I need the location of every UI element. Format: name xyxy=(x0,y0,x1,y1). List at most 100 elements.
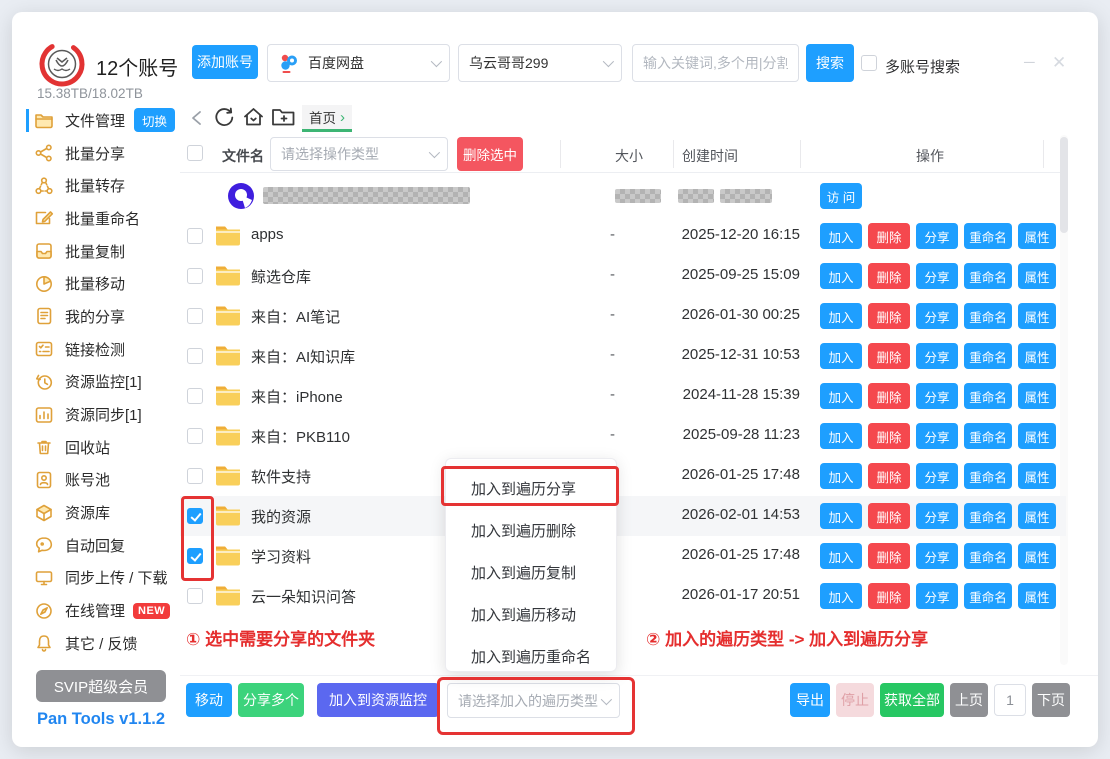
drive-select[interactable]: 百度网盘 xyxy=(267,44,450,82)
sidebar-item-link-check[interactable]: 链接检测 xyxy=(34,333,188,366)
visit-button[interactable]: 访 问 xyxy=(820,183,862,209)
props-button[interactable]: 属性 xyxy=(1018,463,1056,489)
share-button[interactable]: 分享 xyxy=(916,423,958,449)
rename-button[interactable]: 重命名 xyxy=(964,583,1012,609)
fetch-all-button[interactable]: 获取全部 xyxy=(880,683,944,717)
row-checkbox[interactable] xyxy=(187,268,203,284)
delete-button[interactable]: 删除 xyxy=(868,543,910,569)
search-input[interactable] xyxy=(632,44,799,82)
share-button[interactable]: 分享 xyxy=(916,303,958,329)
props-button[interactable]: 属性 xyxy=(1018,423,1056,449)
sidebar-item-file-manager[interactable]: 文件管理 切换 xyxy=(26,104,188,137)
delete-button[interactable]: 删除 xyxy=(868,383,910,409)
table-row[interactable]: 云一朵知识问答 - 2026-01-17 20:51 加入 删除 分享 重命名 … xyxy=(180,576,1066,616)
delete-button[interactable]: 删除 xyxy=(868,223,910,249)
sidebar-item-batch-copy[interactable]: 批量复制 xyxy=(34,235,188,268)
table-row[interactable]: 来自：PKB110 - 2025-09-28 11:23 加入 删除 分享 重命… xyxy=(180,416,1066,456)
sidebar-item-other-feedback[interactable]: 其它 / 反馈 xyxy=(34,627,188,660)
row-checkbox[interactable] xyxy=(187,468,203,484)
row-checkbox[interactable] xyxy=(187,388,203,404)
table-row[interactable]: 软件支持 - 2026-01-25 17:48 加入 删除 分享 重命名 属性 xyxy=(180,456,1066,496)
switch-badge[interactable]: 切换 xyxy=(134,108,176,133)
props-button[interactable]: 属性 xyxy=(1018,543,1056,569)
rename-button[interactable]: 重命名 xyxy=(964,383,1012,409)
delete-button[interactable]: 删除 xyxy=(868,263,910,289)
share-button[interactable]: 分享 xyxy=(916,463,958,489)
share-button[interactable]: 分享 xyxy=(916,543,958,569)
rename-button[interactable]: 重命名 xyxy=(964,503,1012,529)
add-account-button[interactable]: 添加账号 xyxy=(192,45,258,79)
menu-item-traverse-copy[interactable]: 加入到遍历复制 xyxy=(471,564,577,582)
sidebar-item-resource-library[interactable]: 资源库 xyxy=(34,496,188,529)
sidebar-item-online-manage[interactable]: 在线管理 NEW xyxy=(34,594,188,627)
minimize-icon[interactable]: ─ xyxy=(1024,54,1035,71)
sidebar-item-batch-share[interactable]: 批量分享 xyxy=(34,137,188,170)
share-button[interactable]: 分享 xyxy=(916,383,958,409)
sidebar-item-resource-sync[interactable]: 资源同步[1] xyxy=(34,398,188,431)
delete-selected-button[interactable]: 删除选中 xyxy=(457,137,523,171)
props-button[interactable]: 属性 xyxy=(1018,583,1056,609)
rename-button[interactable]: 重命名 xyxy=(964,343,1012,369)
delete-button[interactable]: 删除 xyxy=(868,343,910,369)
row-checkbox[interactable] xyxy=(187,508,203,524)
share-button[interactable]: 分享 xyxy=(916,343,958,369)
rename-button[interactable]: 重命名 xyxy=(964,543,1012,569)
join-button[interactable]: 加入 xyxy=(820,383,862,409)
share-button[interactable]: 分享 xyxy=(916,583,958,609)
rename-button[interactable]: 重命名 xyxy=(964,263,1012,289)
table-row[interactable]: 来自：AI笔记 - 2026-01-30 00:25 加入 删除 分享 重命名 … xyxy=(180,296,1066,336)
breadcrumb[interactable]: 首页 › xyxy=(302,105,352,132)
row-checkbox[interactable] xyxy=(187,428,203,444)
scrollbar-track[interactable] xyxy=(1060,135,1068,665)
menu-item-traverse-rename[interactable]: 加入到遍历重命名 xyxy=(471,648,592,666)
delete-button[interactable]: 删除 xyxy=(868,423,910,449)
props-button[interactable]: 属性 xyxy=(1018,383,1056,409)
row-checkbox[interactable] xyxy=(187,588,203,604)
share-button[interactable]: 分享 xyxy=(916,223,958,249)
back-icon[interactable] xyxy=(188,108,206,128)
search-button[interactable]: 搜索 xyxy=(806,44,854,82)
rename-button[interactable]: 重命名 xyxy=(964,423,1012,449)
sidebar-item-sync-updown[interactable]: 同步上传 / 下载 xyxy=(34,562,188,595)
join-button[interactable]: 加入 xyxy=(820,263,862,289)
props-button[interactable]: 属性 xyxy=(1018,503,1056,529)
props-button[interactable]: 属性 xyxy=(1018,263,1056,289)
table-row[interactable]: 来自：iPhone - 2024-11-28 15:39 加入 删除 分享 重命… xyxy=(180,376,1066,416)
table-row[interactable]: 来自：AI知识库 - 2025-12-31 10:53 加入 删除 分享 重命名… xyxy=(180,336,1066,376)
home-icon[interactable] xyxy=(242,106,265,129)
delete-button[interactable]: 删除 xyxy=(868,303,910,329)
close-icon[interactable]: ✕ xyxy=(1052,53,1067,72)
share-multiple-button[interactable]: 分享多个 xyxy=(238,683,304,717)
add-to-monitor-button[interactable]: 加入到资源监控 xyxy=(317,683,439,717)
export-button[interactable]: 导出 xyxy=(790,683,830,717)
props-button[interactable]: 属性 xyxy=(1018,223,1056,249)
share-button[interactable]: 分享 xyxy=(916,503,958,529)
refresh-icon[interactable] xyxy=(213,106,236,129)
row-checkbox[interactable] xyxy=(187,348,203,364)
sidebar-item-batch-rename[interactable]: 批量重命名 xyxy=(34,202,188,235)
join-button[interactable]: 加入 xyxy=(820,303,862,329)
join-button[interactable]: 加入 xyxy=(820,583,862,609)
traverse-type-select[interactable]: 请选择加入的遍历类型 xyxy=(447,683,620,718)
sidebar-item-my-shares[interactable]: 我的分享 xyxy=(34,300,188,333)
menu-item-traverse-share[interactable]: 加入到遍历分享 xyxy=(471,480,577,498)
delete-button[interactable]: 删除 xyxy=(868,583,910,609)
sidebar-item-resource-monitor[interactable]: 资源监控[1] xyxy=(34,366,188,399)
rename-button[interactable]: 重命名 xyxy=(964,223,1012,249)
sidebar-item-batch-transfer[interactable]: 批量转存 xyxy=(34,169,188,202)
menu-item-traverse-move[interactable]: 加入到遍历移动 xyxy=(471,606,577,624)
sidebar-item-auto-reply[interactable]: 自动回复 xyxy=(34,529,188,562)
join-button[interactable]: 加入 xyxy=(820,543,862,569)
delete-button[interactable]: 删除 xyxy=(868,503,910,529)
menu-item-traverse-delete[interactable]: 加入到遍历删除 xyxy=(471,522,577,540)
delete-button[interactable]: 删除 xyxy=(868,463,910,489)
sidebar-item-recycle-bin[interactable]: 回收站 xyxy=(34,431,188,464)
move-button[interactable]: 移动 xyxy=(186,683,232,717)
rename-button[interactable]: 重命名 xyxy=(964,303,1012,329)
page-number-input[interactable] xyxy=(994,684,1026,716)
prev-page-button[interactable]: 上页 xyxy=(950,683,988,717)
account-select[interactable]: 乌云哥哥299 xyxy=(458,44,622,82)
table-row[interactable]: 学习资料 - 2026-01-25 17:48 加入 删除 分享 重命名 属性 xyxy=(180,536,1066,576)
join-button[interactable]: 加入 xyxy=(820,223,862,249)
join-button[interactable]: 加入 xyxy=(820,343,862,369)
